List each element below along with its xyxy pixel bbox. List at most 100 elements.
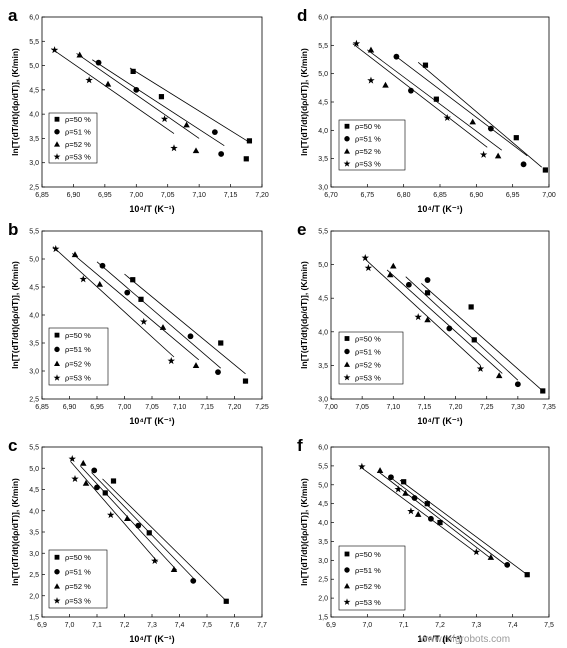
fit-line-square: [129, 67, 250, 143]
data-point-triangle: [76, 51, 83, 58]
y-tick-label: 4,5: [29, 87, 39, 94]
x-tick-label: 6,90: [470, 192, 484, 199]
x-tick-label: 6,75: [361, 192, 375, 199]
fit-line-star: [352, 43, 488, 148]
y-tick-label: 3,5: [29, 136, 39, 143]
data-point-square: [468, 304, 474, 310]
data-point-square: [513, 135, 519, 141]
data-point-circle: [405, 281, 412, 288]
y-axis-label: ln[T(dT/dt)(dρ/dT)], (K/min): [299, 478, 309, 586]
legend-entry: ρ=52 %: [65, 359, 91, 368]
legend-marker-circle: [344, 348, 350, 355]
data-point-square: [542, 167, 548, 173]
y-tick-label: 2,5: [29, 572, 39, 579]
legend-marker-star: [53, 153, 61, 160]
data-point-triangle: [414, 510, 422, 517]
legend: ρ=50 % ρ=51 % ρ=52 % ρ=53 %: [338, 119, 406, 171]
data-point-square: [524, 572, 530, 578]
chart-panel-f: f 6,9 7,0 7,1 7,2 7,3 7,4 7,5 1,5 2,0 2,5 3,0 3,5 4,0…: [297, 436, 554, 644]
x-tick-label: 7,00: [129, 192, 143, 199]
x-tick-label: 7,35: [542, 404, 556, 411]
y-tick-label: 1,5: [29, 615, 39, 622]
x-tick-label: 7,7: [257, 622, 267, 629]
chart-panel-a: a 6,85 6,90 6,95 7,00 7,05 7,10 7,15 7,20 2,5 3,0 3…: [8, 6, 269, 214]
data-point-star: [394, 485, 402, 493]
data-point-triangle: [170, 566, 178, 572]
y-tick-label: 6,0: [318, 15, 328, 22]
data-point-square: [437, 519, 443, 526]
data-point-star: [407, 507, 415, 515]
x-tick-label: 6,85: [35, 192, 49, 199]
legend-marker-square: [344, 336, 350, 341]
y-axis-label: ln[T(dT/dt)(dρ/dT)], (K/min): [10, 478, 20, 586]
legend: ρ=50 % ρ=51 % ρ=52 % ρ=53 %: [48, 549, 108, 609]
data-point-star: [476, 364, 485, 372]
x-tick-label: 7,30: [511, 404, 525, 411]
legend-marker-square: [344, 551, 350, 557]
y-tick-label: 3,5: [29, 341, 39, 348]
data-point-square: [130, 68, 136, 74]
x-tick-label: 7,5: [202, 622, 212, 629]
fit-line-circle: [96, 261, 222, 369]
legend-marker-triangle: [344, 361, 350, 367]
legend-box: [48, 549, 108, 609]
data-point-square: [246, 138, 253, 144]
y-tick-label: 4,5: [318, 501, 328, 508]
panel-label: f: [297, 436, 303, 455]
data-point-triangle: [495, 372, 503, 379]
x-tick-label: 7,05: [161, 192, 175, 199]
data-point-star: [107, 511, 115, 519]
fit-line-circle: [92, 59, 225, 147]
y-axis-label: ln[T(dT/dt)(dρ/dT)], (K/min): [10, 48, 20, 156]
data-point-square: [130, 277, 136, 283]
y-tick-label: 5,5: [318, 463, 328, 470]
x-tick-label: 6,95: [506, 192, 520, 199]
y-tick-label: 5,5: [29, 445, 39, 452]
y-tick-label: 5,0: [29, 466, 39, 473]
legend-marker-triangle: [344, 148, 350, 154]
x-tick-label: 7,25: [480, 404, 494, 411]
x-tick-label: 6,9: [326, 622, 336, 629]
y-tick-label: 2,5: [29, 185, 39, 192]
y-tick-label: 5,5: [29, 229, 39, 236]
x-axis-label: 10⁴/T (K⁻¹): [129, 416, 174, 426]
data-point-circle: [211, 129, 218, 136]
data-point-circle: [424, 277, 431, 283]
x-tick-label: 6,85: [35, 404, 49, 411]
fit-line-triangle: [386, 269, 503, 374]
watermark-text: www.mfgrobots.com: [419, 634, 510, 645]
y-tick-label: 4,0: [318, 128, 328, 135]
x-tick-label: 7,3: [471, 622, 481, 629]
data-point-star: [140, 317, 148, 325]
y-tick-label: 5,0: [318, 71, 328, 78]
x-tick-label: 7,00: [324, 404, 338, 411]
data-point-circle: [504, 561, 511, 568]
legend-entry: ρ=50 %: [355, 122, 381, 131]
x-axis-label: 10⁴/T (K⁻¹): [417, 204, 462, 214]
y-tick-label: 3,0: [318, 397, 328, 404]
data-point-star: [352, 39, 361, 47]
y-tick-label: 3,5: [29, 530, 39, 537]
x-tick-label: 7,10: [386, 404, 400, 411]
data-point-star: [358, 462, 366, 470]
y-tick-label: 5,0: [318, 482, 328, 489]
y-tick-label: 1,5: [318, 615, 328, 622]
y-tick-label: 5,5: [29, 39, 39, 46]
data-point-star: [367, 76, 375, 84]
x-axis-label: 10⁴/T (K⁻¹): [129, 204, 174, 214]
legend-entry: ρ=51 %: [65, 128, 91, 137]
legend-marker-star: [53, 374, 61, 381]
legend-entry: ρ=51 %: [355, 347, 381, 356]
data-point-square: [422, 62, 429, 68]
x-tick-label: 6,95: [98, 192, 112, 199]
x-tick-label: 7,4: [175, 622, 185, 629]
data-point-square: [158, 94, 165, 100]
data-point-triangle: [402, 489, 409, 496]
x-tick-label: 7,4: [508, 622, 518, 629]
data-point-star: [85, 76, 93, 84]
y-tick-label: 5,0: [318, 262, 328, 269]
data-point-circle: [487, 125, 494, 132]
y-tick-label: 3,5: [318, 363, 328, 370]
legend-marker-star: [53, 597, 61, 604]
